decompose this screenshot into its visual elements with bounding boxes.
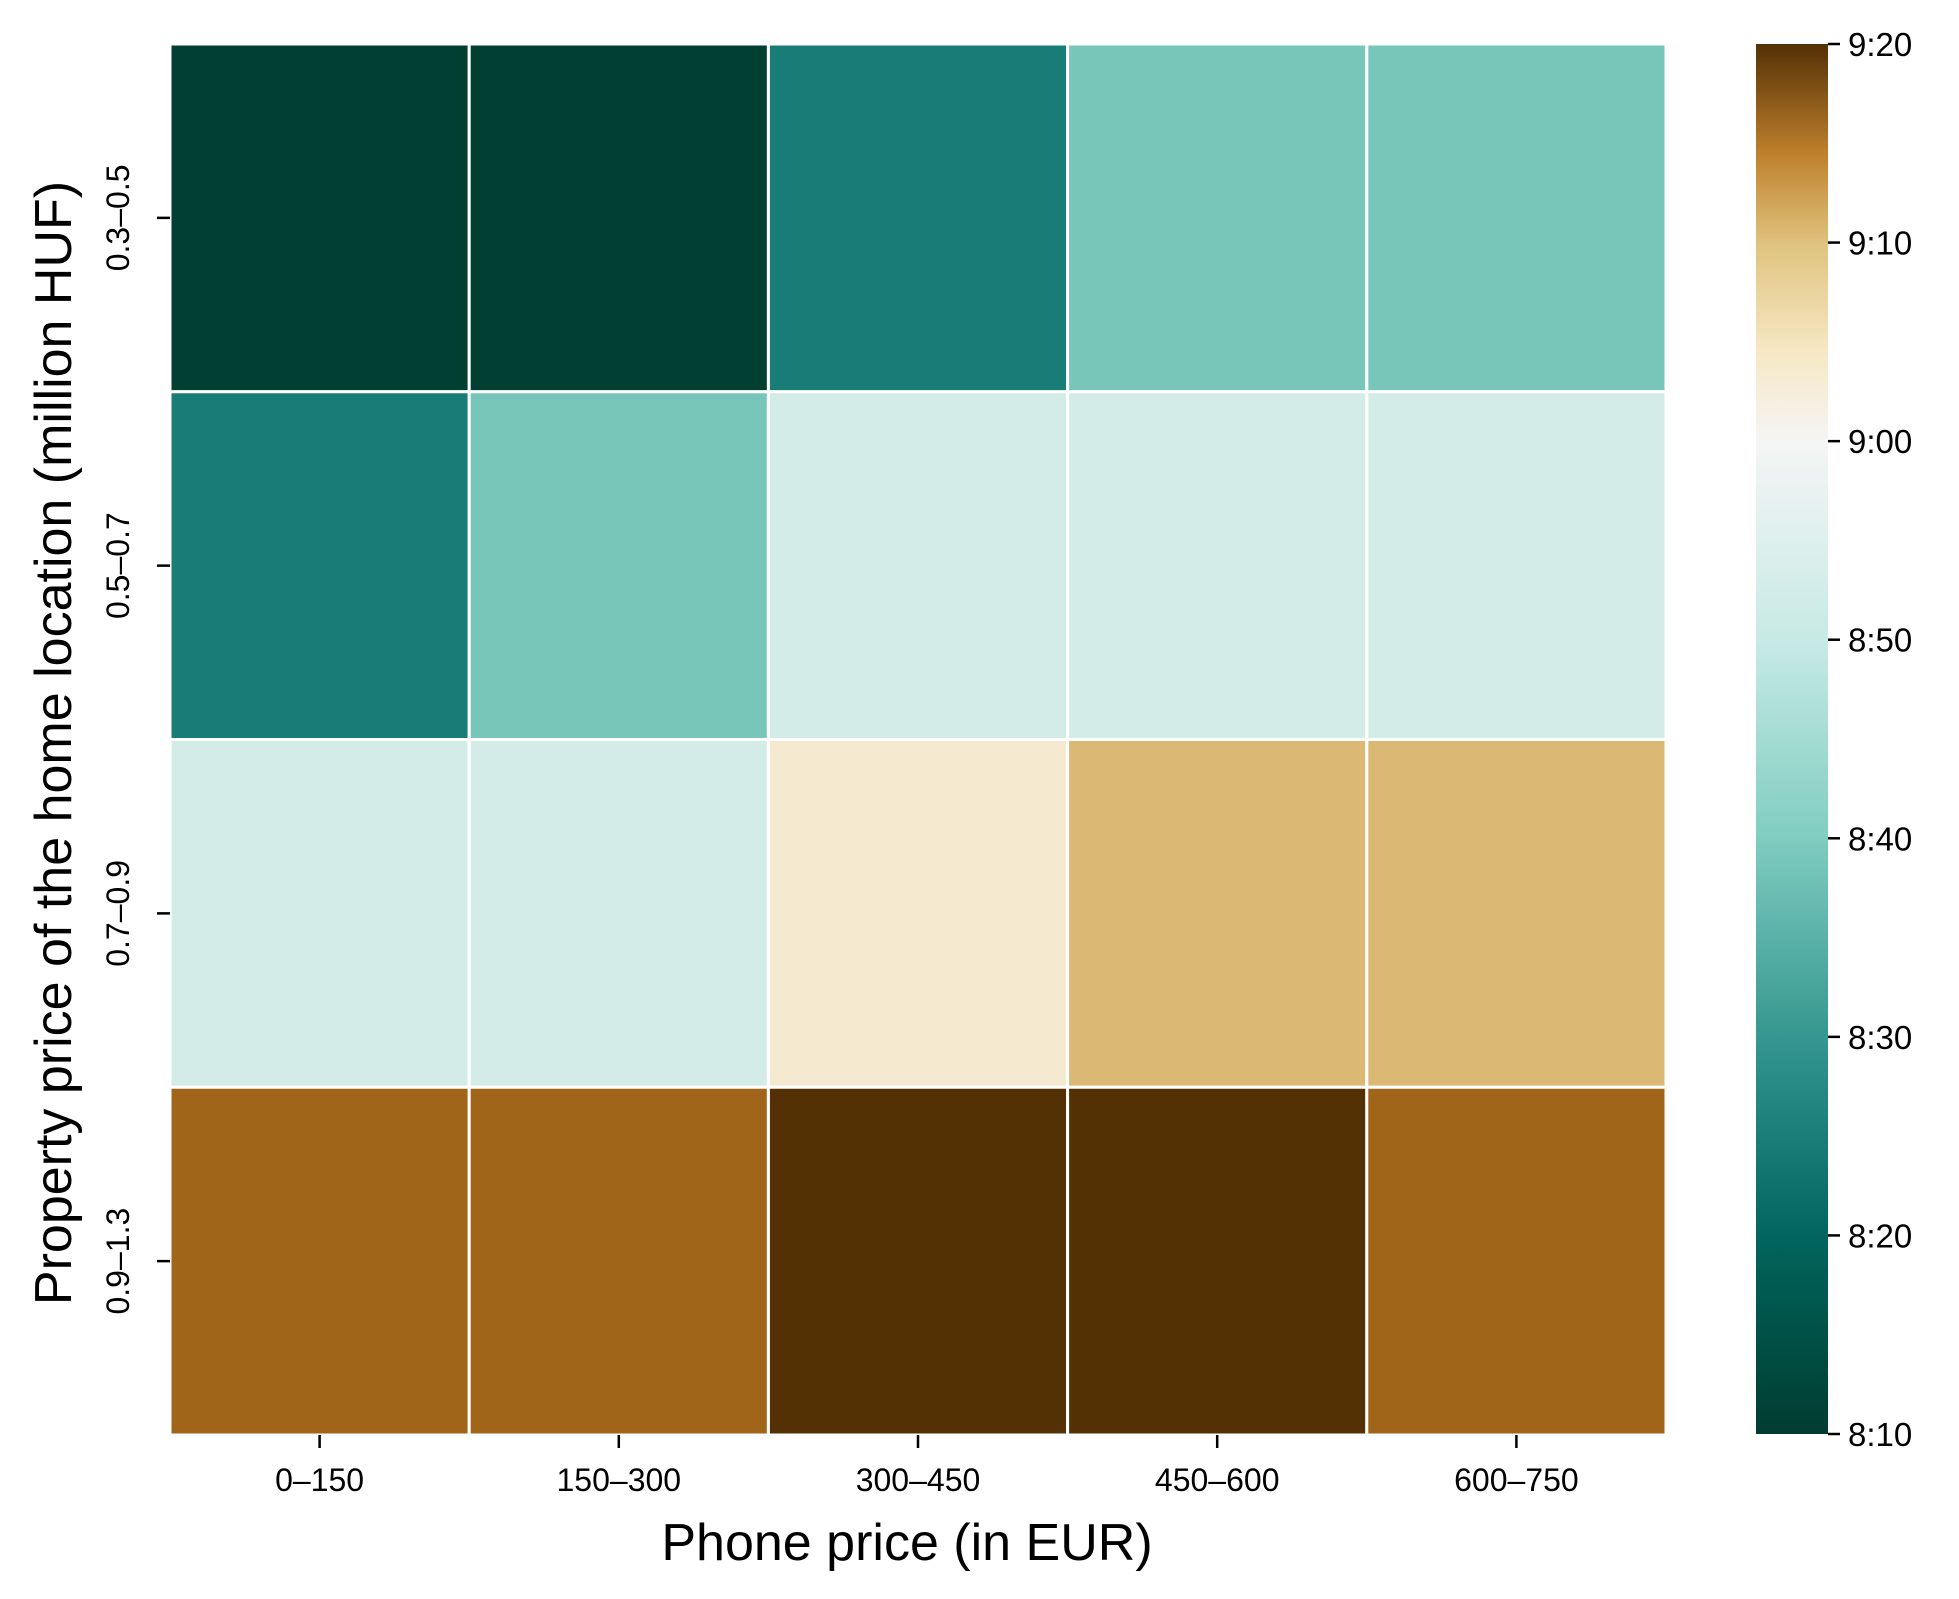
colorbar-tick-label: 9:00 [1848, 423, 1912, 460]
heatmap-cell-r0-c0 [168, 42, 471, 394]
heatmap-cell-r0-c1 [467, 42, 770, 394]
colorbar-ticks: 8:10 8:20 8:30 8:40 8:50 9:00 9:10 9:20 [1828, 26, 1912, 1453]
x-tick-label: 450–600 [1155, 1462, 1280, 1498]
x-tick-label: 150–300 [557, 1462, 682, 1498]
heatmap-cell-r1-c0 [168, 390, 471, 741]
x-tick-label: 0–150 [275, 1462, 364, 1498]
heatmap-cell-r3-c0 [168, 1085, 471, 1437]
heatmap-cell-r0-c4 [1365, 42, 1668, 394]
heatmap-cells [168, 42, 1668, 1437]
colorbar-tick-label: 9:20 [1848, 26, 1912, 63]
colorbar-tick-label: 8:30 [1848, 1019, 1912, 1056]
heatmap-cell-r1-c4 [1365, 390, 1668, 741]
y-tick-label: 0.9–1.3 [100, 1208, 136, 1315]
heatmap-cell-r1-c2 [766, 390, 1070, 741]
x-axis-ticks: 0–150 150–300 300–450 450–600 600–750 [275, 1435, 1579, 1498]
heatmap-cell-r3-c2 [766, 1085, 1070, 1437]
heatmap-cell-r3-c4 [1365, 1085, 1668, 1437]
heatmap-cell-r0-c3 [1066, 42, 1369, 394]
y-axis-label: Property price of the home location (mil… [25, 181, 83, 1305]
colorbar: 8:10 8:20 8:30 8:40 8:50 9:00 9:10 9:20 [1756, 26, 1912, 1453]
heatmap-cell-r2-c1 [467, 738, 770, 1089]
heatmap-cell-r2-c2 [766, 738, 1070, 1089]
colorbar-tick-label: 8:20 [1848, 1217, 1912, 1254]
colorbar-tick-label: 8:50 [1848, 622, 1912, 659]
heatmap-cell-r3-c1 [467, 1085, 770, 1437]
y-axis-ticks: 0.3–0.5 0.5–0.7 0.7–0.9 0.9–1.3 [100, 164, 170, 1315]
colorbar-gradient [1756, 44, 1828, 1434]
y-tick-label: 0.7–0.9 [100, 860, 136, 967]
heatmap-cell-r1-c1 [467, 390, 770, 741]
y-tick-label: 0.3–0.5 [100, 164, 136, 271]
colorbar-tick-label: 8:10 [1848, 1416, 1912, 1453]
x-axis-label: Phone price (in EUR) [661, 1514, 1152, 1572]
heatmap-cell-r2-c3 [1066, 738, 1369, 1089]
heatmap-cell-r2-c4 [1365, 738, 1668, 1089]
heatmap-cell-r2-c0 [168, 738, 471, 1089]
heatmap-cell-r3-c3 [1066, 1085, 1369, 1437]
x-tick-label: 300–450 [856, 1462, 981, 1498]
heatmap-cell-r1-c3 [1066, 390, 1369, 741]
x-tick-label: 600–750 [1454, 1462, 1579, 1498]
heatmap-cell-r0-c2 [766, 42, 1070, 394]
y-tick-label: 0.5–0.7 [100, 512, 136, 619]
colorbar-tick-label: 8:40 [1848, 820, 1912, 857]
colorbar-tick-label: 9:10 [1848, 225, 1912, 262]
